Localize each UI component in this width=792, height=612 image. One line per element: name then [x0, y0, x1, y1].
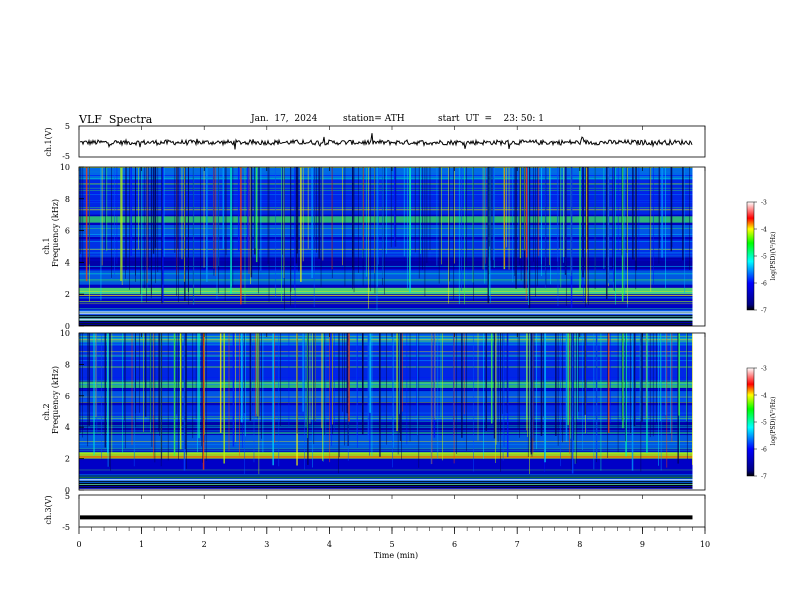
- colorbar-tick-label: -5: [761, 420, 767, 427]
- ch3-voltage-panel: 5 -5 ch.3(V): [44, 492, 706, 532]
- ch3-voltage-ylabel: ch.3(V): [44, 495, 53, 524]
- ch1-channel-label: ch.1: [42, 237, 51, 254]
- ch2-channel-label: ch.2: [42, 403, 51, 420]
- spectral-band: [79, 225, 693, 237]
- ch1-spectrogram-image: [79, 167, 693, 326]
- time-tick-label: 9: [640, 540, 645, 549]
- ch1-frequency-ylabel: Frequency (kHz): [51, 199, 60, 267]
- ch2-colorbar-label: log(PSD)(V²/Hz): [770, 397, 777, 446]
- ch1-ytick-bottom: -5: [62, 152, 70, 161]
- ch1-voltage-trace: [79, 133, 693, 150]
- colorbar-tick-label: -4: [761, 393, 767, 400]
- time-axis: 0 1 2 3 4 5 6 7 8 9 10: [76, 126, 710, 549]
- frequency-tick-label: 2: [65, 290, 70, 299]
- time-tick-label: 6: [452, 540, 457, 549]
- frequency-tick-label: 4: [65, 423, 70, 432]
- frequency-tick-label: 6: [65, 227, 70, 236]
- spectral-band: [79, 257, 693, 269]
- ch2-spectrogram-image: [79, 333, 693, 490]
- frequency-tick-label: 4: [65, 258, 70, 267]
- figure-title: VLF Spectra: [79, 113, 153, 126]
- colorbar-tick-label: -7: [761, 308, 767, 315]
- colorbar-tick-label: -4: [761, 227, 767, 234]
- colorbar-tick-label: -3: [761, 366, 767, 373]
- time-tick-label: 3: [264, 540, 269, 549]
- colorbar-tick-label: -6: [761, 281, 767, 288]
- spectral-band: [79, 287, 693, 295]
- colorbar-tick-label: -7: [761, 474, 767, 481]
- ch1-colorbar-ticks: -3 -4 -5 -6 -7: [754, 200, 767, 315]
- spectral-band: [79, 460, 693, 472]
- time-tick-label: 2: [202, 540, 207, 549]
- ch1-spectrogram-panel: 0 2 4 6 8 10 Frequency (kHz) ch.1: [42, 163, 706, 331]
- spectral-band: [79, 179, 693, 215]
- time-tick-label: 5: [389, 540, 394, 549]
- colorbar-tick-label: -3: [761, 200, 767, 207]
- frequency-tick-label: 0: [65, 486, 70, 495]
- spectral-band: [79, 435, 693, 450]
- ch2-spectrogram-panel: 0 2 4 6 8 10 Frequency (kHz) ch.2: [42, 329, 706, 495]
- spectral-band: [79, 345, 693, 381]
- spectral-band: [79, 240, 693, 257]
- time-tick-label: 10: [700, 540, 710, 549]
- frequency-tick-label: 2: [65, 455, 70, 464]
- ch1-colorbar: -3 -4 -5 -6 -7 log(PSD)(V²/Hz): [746, 200, 777, 315]
- time-tick-label: 8: [577, 540, 582, 549]
- time-tick-label: 7: [515, 540, 520, 549]
- ch2-colorbar: -3 -4 -5 -6 -7 log(PSD)(V²/Hz): [746, 366, 777, 481]
- ch1-ytick-top: 5: [65, 122, 70, 131]
- frequency-tick-label: 0: [65, 322, 70, 331]
- colorbar-tick-label: -5: [761, 254, 767, 261]
- frequency-tick-label: 8: [65, 360, 70, 369]
- spectral-band: [79, 452, 693, 459]
- ch2-frequency-ylabel: Frequency (kHz): [51, 366, 60, 434]
- spectral-band: [79, 391, 693, 403]
- frequency-tick-label: 10: [60, 329, 70, 338]
- time-tick-label: 0: [76, 540, 81, 549]
- frequency-tick-label: 8: [65, 195, 70, 204]
- ch1-frequency-ticks: 0 2 4 6 8 10: [60, 163, 84, 331]
- ch1-colorbar-label: log(PSD)(V²/Hz): [770, 232, 777, 281]
- ch1-voltage-ylabel: ch.1(V): [44, 127, 53, 156]
- ch3-ytick-bottom: -5: [62, 523, 70, 532]
- ch2-colorbar-ticks: -3 -4 -5 -6 -7: [754, 366, 767, 481]
- colorbar-tick-label: -6: [761, 447, 767, 454]
- time-tick-label: 1: [139, 540, 144, 549]
- frequency-tick-label: 10: [60, 163, 70, 172]
- spectral-band: [79, 216, 693, 223]
- ch1-voltage-panel: 5 -5 ch.1(V): [44, 122, 706, 161]
- time-axis-label: Time (min): [374, 551, 418, 560]
- ch2-frequency-ticks: 0 2 4 6 8 10: [60, 329, 84, 495]
- spectral-band: [79, 270, 693, 285]
- time-tick-label: 4: [327, 540, 332, 549]
- frequency-tick-label: 6: [65, 392, 70, 401]
- station-id: station= ATH: [343, 114, 405, 124]
- ch3-ytick-top: 5: [65, 492, 70, 501]
- recording-date: Jan. 17, 2024: [251, 114, 318, 124]
- start-time: start UT = 23: 50: 1: [438, 114, 544, 124]
